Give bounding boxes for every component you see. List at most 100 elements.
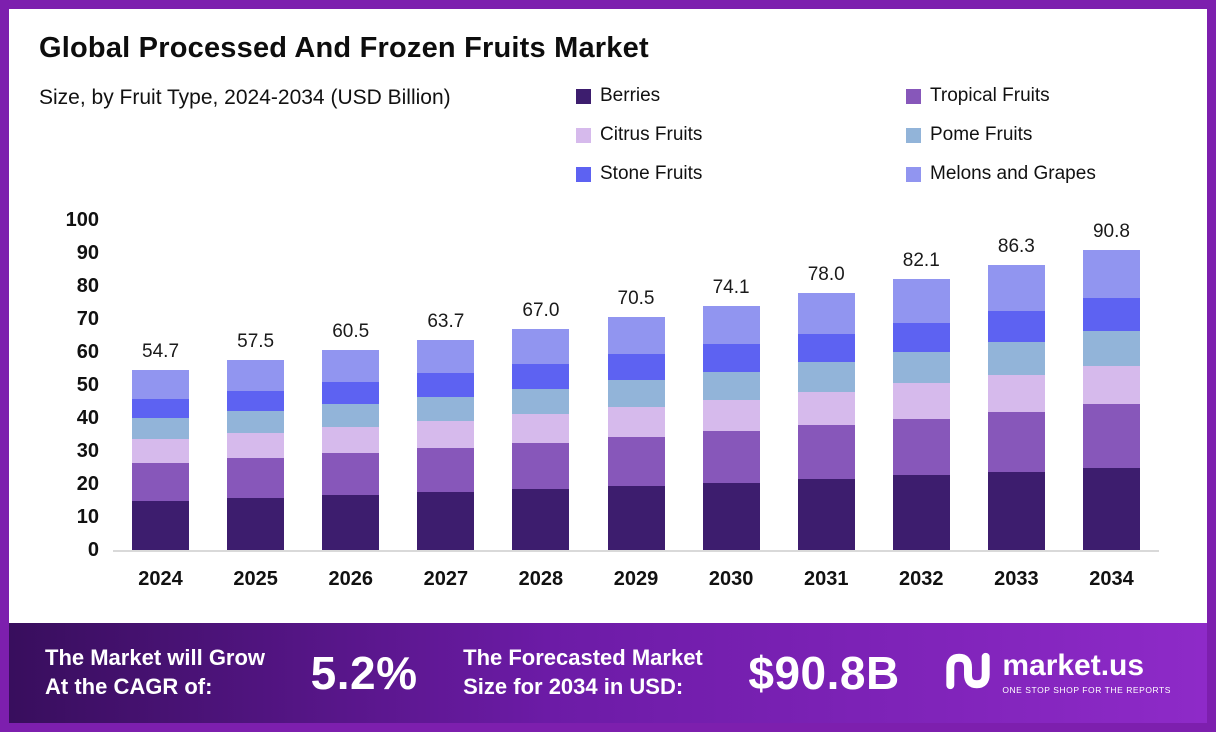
y-tick-label: 100 bbox=[65, 209, 99, 231]
y-tick-label: 10 bbox=[76, 506, 99, 528]
x-tick-label-2032: 2032 bbox=[899, 568, 944, 590]
forecast-value: $90.8B bbox=[748, 647, 900, 699]
forecast-label: The Forecasted Market Size for 2034 in U… bbox=[463, 644, 703, 701]
x-tick-label-2028: 2028 bbox=[518, 568, 564, 590]
x-tick-label-2031: 2031 bbox=[803, 568, 849, 590]
bar-segment-stone-fruits bbox=[512, 364, 570, 389]
x-axis: 2024 2025 2026 2027 2028 2029 2030 2031 2032 2033… bbox=[113, 568, 1159, 591]
cagr-label-line1: The Market will Grow bbox=[45, 645, 266, 671]
bar-segment-pome-fruits bbox=[417, 396, 475, 421]
bar-total-label: 78.0 bbox=[807, 263, 845, 285]
bar-2029: 70.5 bbox=[588, 288, 683, 550]
subtitle-row: Size, by Fruit Type, 2024-2034 (USD Bill… bbox=[39, 84, 1177, 186]
market-us-logo-icon bbox=[945, 651, 991, 696]
bar-segment-citrus-fruits bbox=[322, 427, 380, 454]
bar-segment-melons-and-grapes bbox=[607, 317, 665, 355]
bar-segment-berries bbox=[322, 495, 380, 550]
forecast-label-line1: The Forecasted Market bbox=[463, 645, 703, 671]
bar-segment-stone-fruits bbox=[702, 344, 760, 372]
legend-swatch bbox=[906, 88, 921, 104]
y-tick-label: 40 bbox=[76, 407, 99, 429]
bar-segment-melons-and-grapes bbox=[322, 350, 380, 383]
bar-segment-citrus-fruits bbox=[702, 399, 760, 432]
bar-segment-berries bbox=[1082, 467, 1140, 550]
bar-segment-citrus-fruits bbox=[417, 420, 475, 449]
legend-swatch bbox=[576, 166, 591, 182]
legend-label: Berries bbox=[600, 85, 661, 106]
y-tick-label: 70 bbox=[76, 308, 99, 330]
bar-segment-pome-fruits bbox=[132, 418, 190, 440]
brand-tagline: ONE STOP SHOP FOR THE REPORTS bbox=[1002, 685, 1171, 695]
bar-total-label: 90.8 bbox=[1092, 221, 1130, 243]
bar-segment-stone-fruits bbox=[607, 354, 665, 381]
bar-2033: 86.3 bbox=[969, 236, 1064, 550]
bar-segment-pome-fruits bbox=[892, 352, 950, 384]
bar-segment-berries bbox=[132, 500, 190, 550]
bar-segment-berries bbox=[797, 479, 855, 550]
legend-swatch bbox=[576, 88, 591, 104]
bar-2034: 90.8 bbox=[1064, 221, 1159, 550]
bar-stack bbox=[987, 265, 1045, 550]
bar-segment-citrus-fruits bbox=[987, 375, 1045, 413]
x-tick-label-2024: 2024 bbox=[138, 568, 183, 590]
bar-total-label: 86.3 bbox=[997, 236, 1035, 258]
bar-2031: 78.0 bbox=[779, 264, 874, 550]
bar-segment-berries bbox=[892, 475, 950, 550]
bar-segment-pome-fruits bbox=[512, 388, 570, 415]
bar-2032: 82.1 bbox=[874, 250, 969, 550]
bar-segment-stone-fruits bbox=[987, 311, 1045, 343]
bar-segment-pome-fruits bbox=[987, 342, 1045, 376]
bar-total-label: 60.5 bbox=[332, 321, 370, 343]
legend-item-tropical-fruits: Tropical Fruits bbox=[906, 84, 1171, 108]
bar-total-label: 57.5 bbox=[237, 331, 275, 353]
bar-segment-tropical-fruits bbox=[987, 412, 1045, 472]
bar-segment-berries bbox=[607, 485, 665, 550]
cagr-label: The Market will Grow At the CAGR of: bbox=[45, 644, 265, 701]
bar-segment-tropical-fruits bbox=[797, 424, 855, 480]
bar-stack bbox=[417, 339, 475, 550]
x-tick-label-2034: 2034 bbox=[1089, 568, 1134, 590]
bar-stack bbox=[607, 317, 665, 550]
legend-swatch bbox=[906, 127, 921, 143]
bar-segment-melons-and-grapes bbox=[702, 305, 760, 345]
legend: Berries Tropical Fruits Citrus Fruits Pome … bbox=[576, 84, 1171, 186]
bar-segment-melons-and-grapes bbox=[987, 265, 1045, 312]
bar-segment-melons-and-grapes bbox=[132, 369, 190, 399]
bar-segment-berries bbox=[987, 471, 1045, 550]
bar-2026: 60.5 bbox=[303, 321, 398, 550]
bar-segment-berries bbox=[702, 482, 760, 550]
bar-segment-pome-fruits bbox=[607, 380, 665, 407]
bar-stack bbox=[227, 360, 285, 550]
bar-stack bbox=[797, 292, 855, 550]
legend-label: Pome Fruits bbox=[930, 124, 1033, 145]
brand-name: market.us bbox=[1002, 649, 1145, 682]
bar-segment-melons-and-grapes bbox=[417, 339, 475, 374]
legend-label: Citrus Fruits bbox=[600, 124, 703, 145]
y-tick-label: 60 bbox=[76, 341, 99, 363]
bar-segment-stone-fruits bbox=[132, 398, 190, 419]
legend-item-pome-fruits: Pome Fruits bbox=[906, 123, 1171, 147]
x-tick-label-2029: 2029 bbox=[613, 568, 659, 590]
y-axis: 0 10 20 30 40 50 60 70 80 90 100 bbox=[49, 209, 113, 561]
bar-segment-tropical-fruits bbox=[132, 462, 190, 501]
y-tick-label: 80 bbox=[76, 275, 99, 297]
bar-segment-berries bbox=[227, 497, 285, 550]
bar-segment-pome-fruits bbox=[702, 371, 760, 400]
x-tick-label-2025: 2025 bbox=[233, 568, 278, 590]
bar-2027: 63.7 bbox=[398, 311, 493, 550]
bar-segment-melons-and-grapes bbox=[227, 360, 285, 391]
bar-segment-berries bbox=[417, 492, 475, 550]
bar-segment-tropical-fruits bbox=[702, 431, 760, 483]
bar-segment-tropical-fruits bbox=[1082, 404, 1140, 468]
bar-stack bbox=[322, 350, 380, 550]
market-us-logo: market.us ONE STOP SHOP FOR THE REPORTS bbox=[945, 651, 1171, 696]
bar-segment-stone-fruits bbox=[227, 390, 285, 412]
legend-item-stone-fruits: Stone Fruits bbox=[576, 162, 896, 186]
forecast-label-line2: Size for 2034 in USD: bbox=[463, 674, 684, 699]
legend-item-melons-and-grapes: Melons and Grapes bbox=[906, 162, 1171, 186]
bar-stack bbox=[132, 369, 190, 550]
bar-segment-tropical-fruits bbox=[417, 448, 475, 493]
bar-stack bbox=[892, 279, 950, 550]
bar-segment-citrus-fruits bbox=[512, 414, 570, 443]
